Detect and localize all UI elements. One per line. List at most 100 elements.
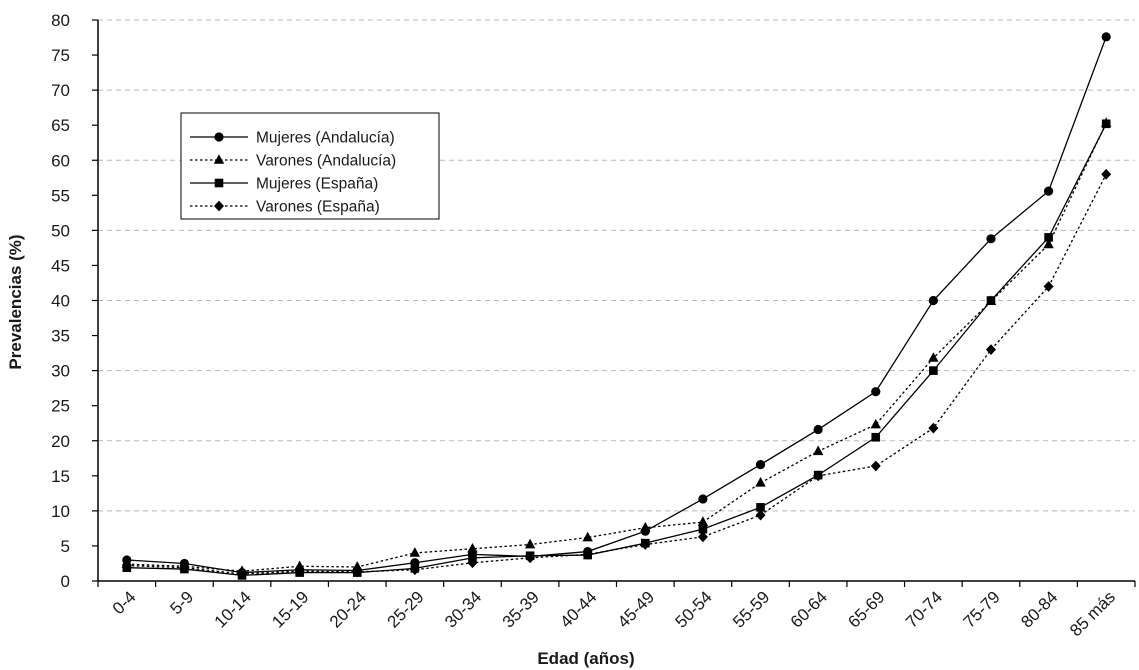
data-point [697,516,709,526]
y-tick-label: 50 [51,221,70,240]
x-ticks: 0-4 5-9 10-14 15-19 20-24 25-29 30-34 35-39 40-4… [97,581,1136,640]
data-point [467,557,478,569]
data-point [986,296,996,305]
data-point [1044,233,1053,242]
series-line [126,36,1107,574]
x-tick-label: 10-14 [211,587,255,631]
legend: Mujeres (Andalucía) Varones (Andalucía) Mu… [180,112,440,220]
data-point [697,531,708,543]
y-axis-title: Prevalencias (%) [6,234,25,369]
data-point [121,560,132,571]
x-tick-label: 70-74 [902,587,946,631]
data-point [870,418,881,429]
data-point [237,568,248,580]
data-point [524,538,536,549]
y-tick-label: 20 [51,432,70,451]
x-tick-label: 85 más [1066,587,1119,640]
y-tick-label: 75 [51,46,70,65]
data-point [755,509,766,521]
y-tick-label: 65 [51,116,70,135]
data-point [929,366,938,375]
data-point [698,524,708,534]
data-point [928,352,939,362]
legend-marker [213,154,225,164]
y-tick-label: 5 [61,537,70,556]
data-point [756,503,765,512]
series-line [126,173,1107,575]
y-tick-label: 70 [51,81,70,100]
x-axis-title: Edad (años) [537,649,634,668]
data-point [1101,119,1111,129]
legend-marker [214,132,224,142]
data-point [1101,168,1112,180]
data-point [1043,186,1054,196]
data-point [1043,281,1054,292]
data-point [813,424,823,435]
x-tick-label: 65-69 [844,587,888,631]
data-point [812,445,824,456]
data-point [1043,238,1054,249]
y-tick-label: 30 [51,362,70,381]
y-tick-label: 40 [51,292,70,311]
x-tick-label: 25-29 [384,587,428,631]
data-point [294,565,305,577]
y-tick-label: 60 [51,151,70,170]
x-tick-label: 35-39 [499,587,543,631]
x-tick-label: 40-44 [556,587,600,631]
x-tick-label: 0-4 [109,587,140,618]
legend-marker [214,200,224,212]
data-point [640,521,651,532]
series-line [126,122,1107,572]
x-tick-label: 20-24 [326,587,370,631]
x-tick-label: 75-79 [960,587,1004,631]
data-point [1101,32,1111,42]
x-tick-label: 15-19 [268,587,312,631]
y-tick-label: 10 [51,502,70,521]
data-point [294,560,305,571]
y-tick-label: 15 [51,467,70,486]
y-tick-label: 80 [51,11,70,30]
x-tick-label: 30-34 [441,587,485,631]
x-tick-label: 80-84 [1017,587,1061,631]
data-point [985,344,996,355]
data-point [871,432,881,442]
x-tick-label: 55-59 [729,587,773,631]
x-tick-label: 45-49 [614,587,658,631]
data-point [640,539,651,550]
y-tick-label: 35 [51,327,70,346]
data-point [582,531,593,542]
data-point [698,494,708,504]
data-point [813,470,824,482]
y-tick-label: 55 [51,186,70,205]
data-point [871,387,881,397]
x-tick-label: 60-64 [787,587,831,631]
data-point [928,295,938,306]
legend-marker [214,178,224,188]
series-3 [121,168,1112,580]
data-point [755,459,766,470]
data-point [986,234,996,244]
series-lines [121,32,1112,580]
data-point [525,552,536,564]
data-point [409,547,421,557]
legend-box [180,112,440,220]
data-point [928,422,939,434]
data-point [352,566,363,578]
x-tick-label: 5-9 [166,587,197,618]
gridlines [98,19,1135,512]
data-point [870,460,881,472]
legend-label: Varones (España) [256,199,380,216]
data-point [179,562,190,574]
y-tick-label: 25 [51,397,70,416]
y-tick-label: 45 [51,256,70,275]
data-point [582,548,593,560]
y-ticks: 0 5 10 15 20 25 30 35 40 45 50 55 60 65 70 75 80 [51,11,98,591]
legend-label: Varones (Andalucía) [256,153,396,170]
x-tick-label: 50-54 [672,587,716,631]
data-point [467,542,478,553]
legend-label: Mujeres (España) [256,176,378,193]
data-point [409,564,420,576]
legend-label: Mujeres (Andalucía) [256,130,395,147]
data-point [755,477,766,487]
